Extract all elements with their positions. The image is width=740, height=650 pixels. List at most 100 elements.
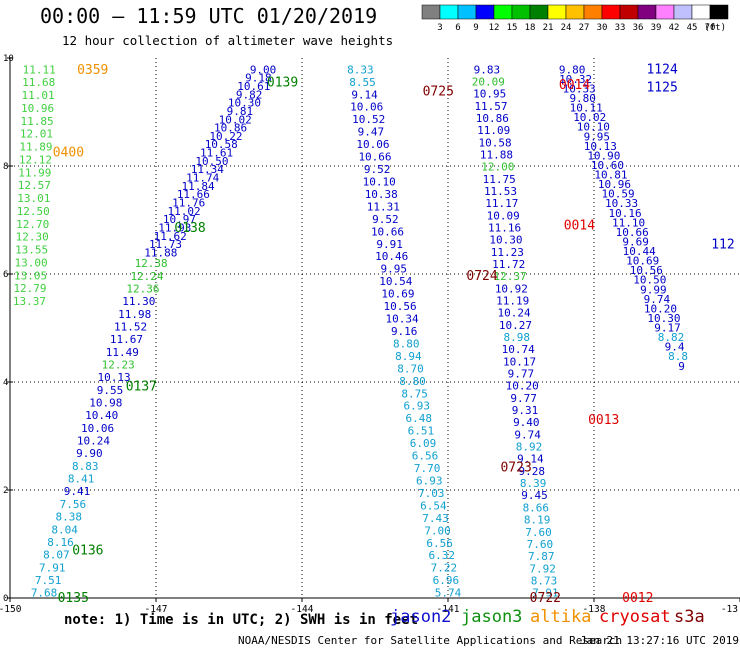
wave-height-value: 7.70: [414, 462, 441, 475]
colorbar-swatch: [583, 4, 603, 20]
wave-height-value: 11.85: [20, 115, 53, 128]
x-tick-label: -144: [291, 604, 314, 615]
wave-height-value: 8.38: [56, 511, 83, 524]
wave-height-value: 11.34: [191, 163, 224, 176]
wave-height-value: 6.54: [420, 499, 447, 512]
wave-height-value: 11.01: [22, 89, 55, 102]
wave-height-value: 20.09: [472, 76, 505, 89]
x-tick-label: -13: [721, 604, 738, 615]
wave-height-value: 13.00: [15, 256, 48, 269]
wave-height-value: 9.81: [227, 105, 254, 118]
wave-height-value: 9.90: [76, 447, 103, 460]
x-tick-label: -147: [145, 604, 168, 615]
wave-height-value: 10.98: [89, 397, 122, 410]
wave-height-labels: 9.8010.3210.339.8010.1110.0210.109.9510.…: [13, 63, 688, 599]
wave-height-value: 10.86: [476, 112, 509, 125]
colorbar-tick-label: 6: [455, 23, 460, 33]
wave-height-value: 9.80: [559, 63, 586, 76]
wave-height-value: 10.58: [479, 136, 512, 149]
wave-height-value: 13.37: [13, 295, 46, 308]
wave-height-value: 9.17: [654, 322, 681, 335]
wave-height-value: 10.46: [375, 250, 408, 263]
wave-height-value: 6.48: [406, 412, 433, 425]
wave-height-value: 10.59: [601, 188, 634, 201]
wave-height-value: 10.74: [502, 343, 535, 356]
wave-height-value: 10.33: [563, 82, 596, 95]
wave-height-value: 11.09: [477, 124, 510, 137]
legend-cryosat: cryosat: [599, 607, 671, 627]
wave-height-value: 10.27: [499, 319, 532, 332]
wave-height-value: 7.60: [527, 538, 554, 551]
wave-height-value: 8.80: [399, 375, 426, 388]
pass-time-label: 112: [711, 237, 734, 252]
wave-height-value: 6.32: [428, 549, 455, 562]
colorbar-legend: 3 6 9 12 15 18 21 24 27 30 33 36 39 42 45 70(ft): [421, 4, 729, 33]
wave-height-value: 9.99: [640, 283, 667, 296]
wave-height-value: 6.93: [403, 400, 430, 413]
legend-altika: altika: [530, 607, 592, 627]
pass-time-label: 0400: [53, 146, 84, 161]
wave-height-value: 9.45: [521, 489, 548, 502]
wave-height-value: 10.69: [381, 288, 414, 301]
y-tick-label: 10: [3, 54, 14, 64]
pass-time-label: 0137: [126, 379, 157, 394]
wave-height-value: 11.72: [492, 258, 525, 271]
pass-time-label: 0724: [466, 269, 497, 284]
wave-height-value: 8.98: [504, 331, 531, 344]
wave-height-value: 10.06: [350, 101, 383, 114]
wave-height-value: 8.39: [520, 477, 547, 490]
wave-height-value: 11.30: [122, 295, 155, 308]
wave-height-value: 12.50: [17, 205, 50, 218]
wave-height-value: 10.02: [219, 113, 252, 126]
wave-height-value: 10.17: [503, 355, 536, 368]
wave-height-value: 12.37: [493, 270, 526, 283]
wave-height-value: 11.17: [485, 197, 518, 210]
wave-height-value: 10.06: [356, 138, 389, 151]
chart-subtitle: 12 hour collection of altimeter wave hei…: [62, 33, 394, 48]
colorbar-tick-label: 9: [473, 23, 478, 33]
wave-height-value: 12.01: [20, 128, 53, 141]
wave-height-value: 11.49: [106, 346, 139, 359]
wave-height-value: 9.55: [97, 384, 124, 397]
y-tick-label: 6: [3, 270, 8, 280]
generated-timestamp: Jan 21 13:27:16 UTC 2019: [580, 634, 739, 647]
x-tick-label: -150: [0, 604, 22, 615]
wave-height-value: 10.02: [573, 111, 606, 124]
wave-height-value: 10.97: [163, 213, 196, 226]
colorbar-swatch: [511, 4, 531, 20]
wave-height-value: 8.8: [668, 350, 688, 363]
wave-height-value: 11.57: [474, 100, 507, 113]
wave-height-value: 11.02: [168, 205, 201, 218]
wave-height-value: 10.30: [489, 234, 522, 247]
colorbar-swatch: [439, 4, 459, 20]
wave-height-value: 10.54: [379, 275, 412, 288]
wave-height-value: 9.16: [391, 325, 418, 338]
wave-height-value: 9.28: [519, 465, 546, 478]
wave-height-value: 12.70: [16, 218, 49, 231]
wave-height-value: 7.43: [422, 512, 449, 525]
wave-height-value: 8.41: [68, 473, 95, 486]
wave-height-value: 10.20: [506, 380, 539, 393]
wave-height-value: 5.74: [435, 587, 462, 600]
wave-height-value: 12.36: [126, 283, 159, 296]
pass-time-label: 0136: [72, 543, 103, 558]
wave-height-value: 10.81: [594, 169, 627, 182]
wave-height-value: 13.55: [15, 244, 48, 257]
wave-height-value: 10.44: [623, 245, 656, 258]
wave-height-value: 11.88: [144, 246, 177, 259]
wave-height-value: 7.22: [431, 562, 458, 575]
wave-height-value: 11.88: [480, 149, 513, 162]
pass-time-annotations: 0359 0400 0139 0138 0137 0136 0135 0725 0724 0723…: [53, 62, 735, 606]
wave-height-value: 8.80: [393, 337, 420, 350]
colorbar-swatch: [601, 4, 621, 20]
wave-height-value: 6.51: [408, 425, 435, 438]
wave-height-value: 9.41: [64, 485, 91, 498]
wave-height-value: 11.52: [114, 321, 147, 334]
colorbar-swatch: [547, 4, 567, 20]
y-tick-label: 4: [3, 378, 8, 388]
wave-height-value: 11.53: [484, 185, 517, 198]
wave-height-value: 10.16: [609, 207, 642, 220]
colorbar-tick-label: 30: [597, 23, 608, 33]
wave-height-value: 7.00: [424, 524, 451, 537]
colorbar-swatch: [655, 4, 675, 20]
